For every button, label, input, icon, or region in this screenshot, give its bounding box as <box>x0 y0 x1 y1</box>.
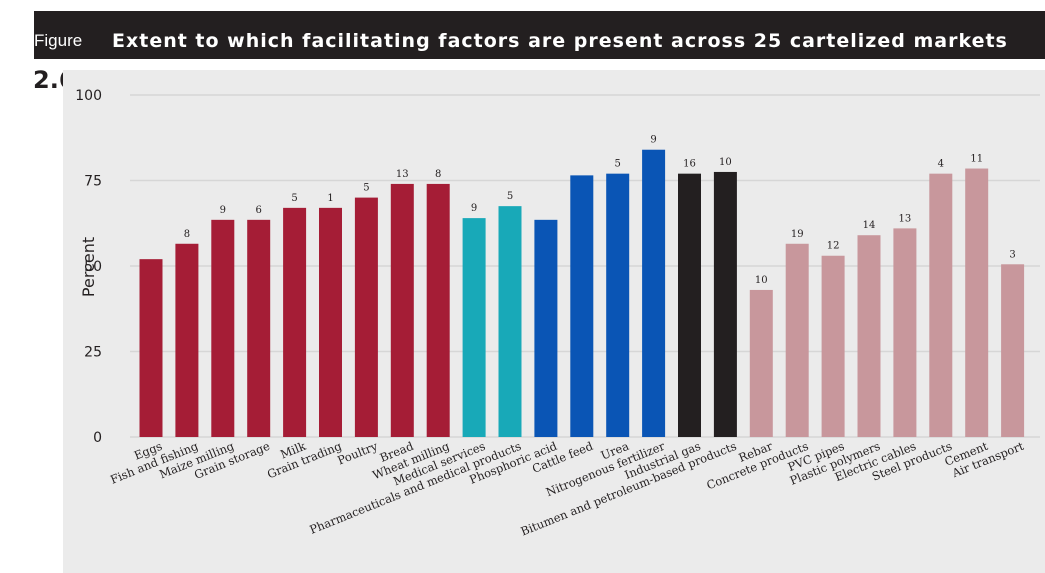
data-label: 5 <box>291 193 297 204</box>
data-label: 10 <box>719 157 732 168</box>
chart-title: Extent to which facilitating factors are… <box>112 30 1008 52</box>
data-label: 5 <box>615 159 621 170</box>
data-label: 9 <box>650 135 656 146</box>
bar <box>857 235 881 437</box>
data-label: 9 <box>471 203 477 214</box>
bar <box>749 289 773 437</box>
bar <box>606 173 630 437</box>
data-label: 19 <box>791 229 804 240</box>
data-label: 6 <box>256 205 262 216</box>
bar <box>821 255 845 437</box>
data-label: 9 <box>220 205 226 216</box>
bar <box>785 243 809 437</box>
y-axis-label: Percent <box>79 237 98 297</box>
y-tick-label: 50 <box>84 259 102 275</box>
y-tick-label: 100 <box>75 88 102 104</box>
bar <box>893 228 917 437</box>
bar <box>139 259 163 437</box>
data-label: 8 <box>184 229 190 240</box>
bar <box>354 197 378 437</box>
data-label: 5 <box>363 183 369 194</box>
data-label: 8 <box>435 169 441 180</box>
title-bar <box>34 11 1045 59</box>
bar <box>462 218 486 437</box>
bar <box>965 168 989 437</box>
bar <box>175 243 199 437</box>
bar <box>678 173 701 437</box>
bar <box>390 183 414 437</box>
data-label: 11 <box>970 154 983 165</box>
bar <box>247 219 271 437</box>
data-label: 13 <box>899 213 912 224</box>
data-label: 3 <box>1009 249 1015 260</box>
data-label: 14 <box>863 220 876 231</box>
y-tick-label: 75 <box>84 174 102 190</box>
y-axis-ticks: 0 25 50 75 100 <box>75 88 102 446</box>
data-label: 5 <box>507 191 513 202</box>
bar <box>929 173 953 437</box>
figure-label: Figure <box>34 31 83 50</box>
bar <box>319 207 342 437</box>
y-tick-label: 0 <box>93 430 102 446</box>
data-label: 13 <box>396 169 409 180</box>
category-label: Poultry <box>335 439 380 468</box>
data-labels: 8 9 6 5 1 5 13 8 9 5 5 9 16 10 10 19 12 14 13 4 11 3 <box>184 135 1016 286</box>
bar <box>570 175 594 437</box>
data-label: 10 <box>755 275 768 286</box>
bars <box>139 149 1025 437</box>
data-label: 1 <box>327 193 333 204</box>
figure-header: Figure Extent to which facilitating fact… <box>0 0 1045 59</box>
bar <box>713 171 737 437</box>
bar <box>211 219 235 437</box>
data-label: 12 <box>827 241 840 252</box>
y-tick-label: 25 <box>84 345 102 361</box>
bar <box>534 219 558 437</box>
bar <box>642 149 666 437</box>
bar <box>426 183 450 437</box>
data-label: 16 <box>683 159 696 170</box>
bar <box>283 207 307 437</box>
data-label: 4 <box>938 159 944 170</box>
bar <box>1001 264 1025 437</box>
bar <box>498 206 522 437</box>
